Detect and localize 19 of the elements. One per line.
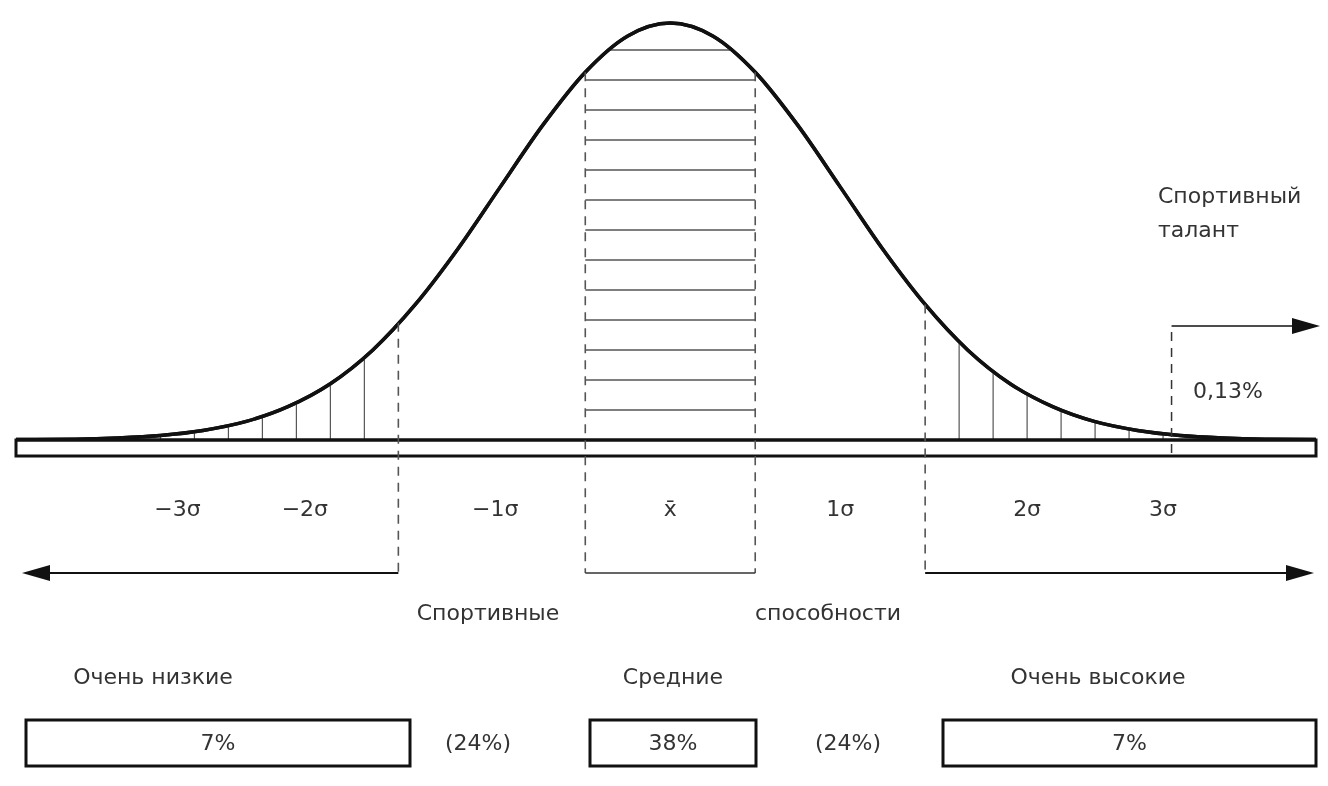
- x-tick-label: 1σ: [826, 496, 855, 521]
- text: Очень низкие: [73, 664, 233, 689]
- text: 7%: [1112, 730, 1147, 755]
- text: (24%): [444, 730, 512, 755]
- x-tick-label: −3σ: [154, 496, 201, 521]
- text: способности: [754, 600, 902, 625]
- annotation: 0,13%: [1193, 378, 1263, 403]
- text: Средние: [622, 664, 724, 689]
- x-tick-label: −1σ: [472, 496, 519, 521]
- text: Очень высокие: [1010, 664, 1186, 689]
- annotation: Спортивный талант: [1158, 183, 1302, 242]
- text: 38%: [648, 730, 698, 755]
- x-tick-label: 2σ: [1013, 496, 1042, 521]
- x-tick-label: 3σ: [1149, 496, 1178, 521]
- text: (24%): [814, 730, 882, 755]
- x-tick-label: −2σ: [281, 496, 329, 521]
- text: Спортивные: [416, 600, 560, 625]
- text: 7%: [200, 730, 236, 755]
- x-tick-label: x̄: [663, 496, 677, 521]
